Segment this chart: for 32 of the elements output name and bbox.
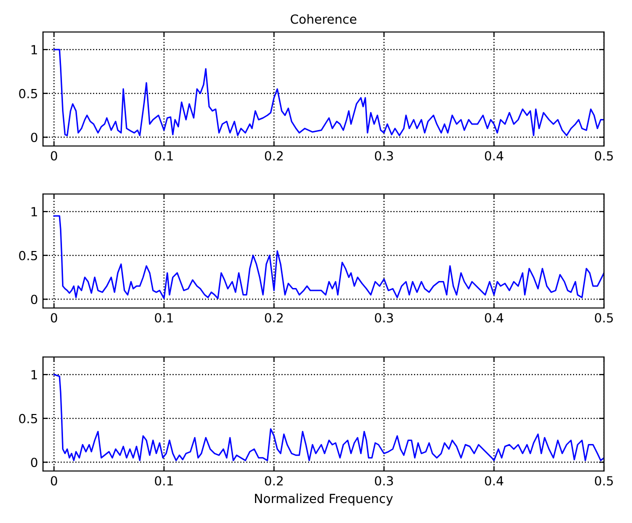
x-tick-label: 0.3 (374, 476, 393, 486)
y-tick-label: 0 (31, 132, 38, 142)
x-tick-label: 0.4 (484, 151, 504, 161)
y-tick-label: 1 (32, 207, 37, 216)
line-series (53, 215, 604, 300)
y-tick-label: 0 (31, 294, 38, 304)
x-tick-label: 0.5 (594, 151, 613, 161)
x-tick-label: 0.5 (594, 476, 613, 486)
x-axis-title: Normalized Frequency (255, 494, 393, 506)
x-tick-label: 0.1 (154, 151, 173, 161)
y-tick-label: 0 (31, 458, 38, 468)
x-tick-label: 0.3 (374, 313, 393, 323)
y-tick-label: 0.5 (19, 250, 38, 260)
y-tick-label: 0.5 (19, 88, 38, 98)
x-tick-label: 0.4 (484, 476, 504, 486)
y-tick-label: 0.5 (19, 414, 38, 424)
line-series (53, 374, 604, 462)
x-tick-label: 0.2 (264, 151, 283, 161)
y-tick-label: 1 (32, 370, 37, 380)
x-tick-label: 0.1 (154, 476, 173, 486)
x-tick-label: 0.2 (264, 313, 283, 323)
x-tick-label: 0 (50, 313, 58, 323)
line-series (53, 48, 604, 136)
x-tick-label: 0.2 (264, 476, 283, 486)
x-tick-label: 0.1 (154, 313, 173, 323)
x-tick-label: 0 (50, 476, 58, 486)
y-tick-label: 1 (32, 45, 37, 54)
x-tick-label: 0.3 (374, 151, 393, 161)
x-tick-label: 0 (50, 151, 58, 161)
x-tick-label: 0.5 (594, 313, 613, 323)
x-tick-label: 0.4 (484, 313, 504, 323)
chart-title: Coherence (290, 14, 356, 24)
